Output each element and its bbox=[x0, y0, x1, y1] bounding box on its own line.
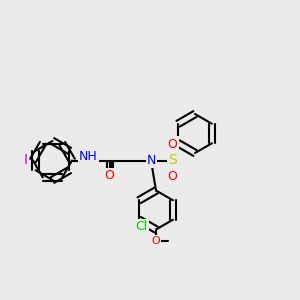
Text: O: O bbox=[168, 170, 177, 184]
Text: N: N bbox=[147, 154, 156, 167]
Text: I: I bbox=[23, 154, 28, 167]
Text: S: S bbox=[168, 154, 177, 167]
Text: O: O bbox=[152, 236, 160, 247]
Text: O: O bbox=[105, 169, 114, 182]
Text: NH: NH bbox=[79, 150, 98, 164]
Text: O: O bbox=[168, 137, 177, 151]
Text: Cl: Cl bbox=[135, 220, 148, 233]
